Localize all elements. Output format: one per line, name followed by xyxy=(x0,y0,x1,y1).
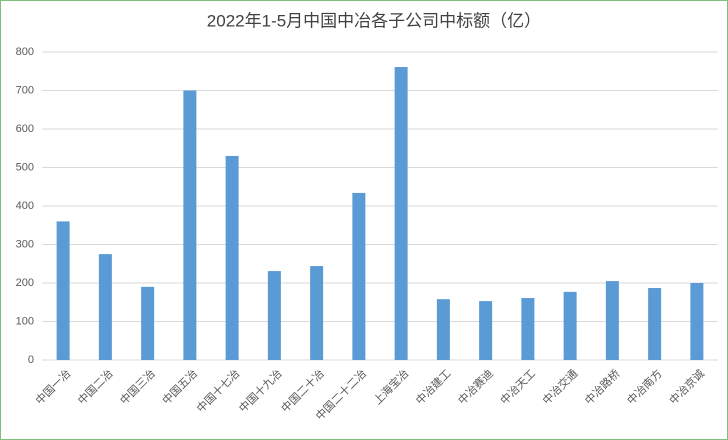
y-tick-label: 300 xyxy=(16,238,34,250)
bar xyxy=(690,283,704,360)
bar xyxy=(267,271,281,360)
chart-title: 2022年1-5月中国中冶各子公司中标额（亿） xyxy=(207,11,541,30)
y-tick-label: 800 xyxy=(16,46,34,58)
bar xyxy=(436,299,450,360)
bar xyxy=(605,281,619,360)
y-tick-label: 0 xyxy=(28,354,34,366)
bar xyxy=(352,192,366,360)
bar xyxy=(648,288,662,360)
y-tick-label: 700 xyxy=(16,84,34,96)
y-tick-label: 100 xyxy=(16,315,34,327)
bar xyxy=(225,155,239,360)
bar xyxy=(141,286,155,360)
bar xyxy=(56,221,70,360)
bar xyxy=(310,266,324,360)
bar xyxy=(394,67,408,360)
bar xyxy=(563,291,577,360)
y-tick-label: 200 xyxy=(16,277,34,289)
bar xyxy=(98,254,112,360)
bar xyxy=(479,301,493,360)
y-tick-label: 500 xyxy=(16,161,34,173)
y-tick-label: 400 xyxy=(16,200,34,212)
bar xyxy=(521,298,535,360)
bar xyxy=(183,90,197,360)
y-tick-label: 600 xyxy=(16,123,34,135)
